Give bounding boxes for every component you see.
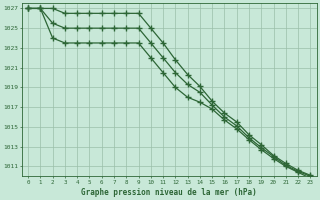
X-axis label: Graphe pression niveau de la mer (hPa): Graphe pression niveau de la mer (hPa)	[81, 188, 257, 197]
